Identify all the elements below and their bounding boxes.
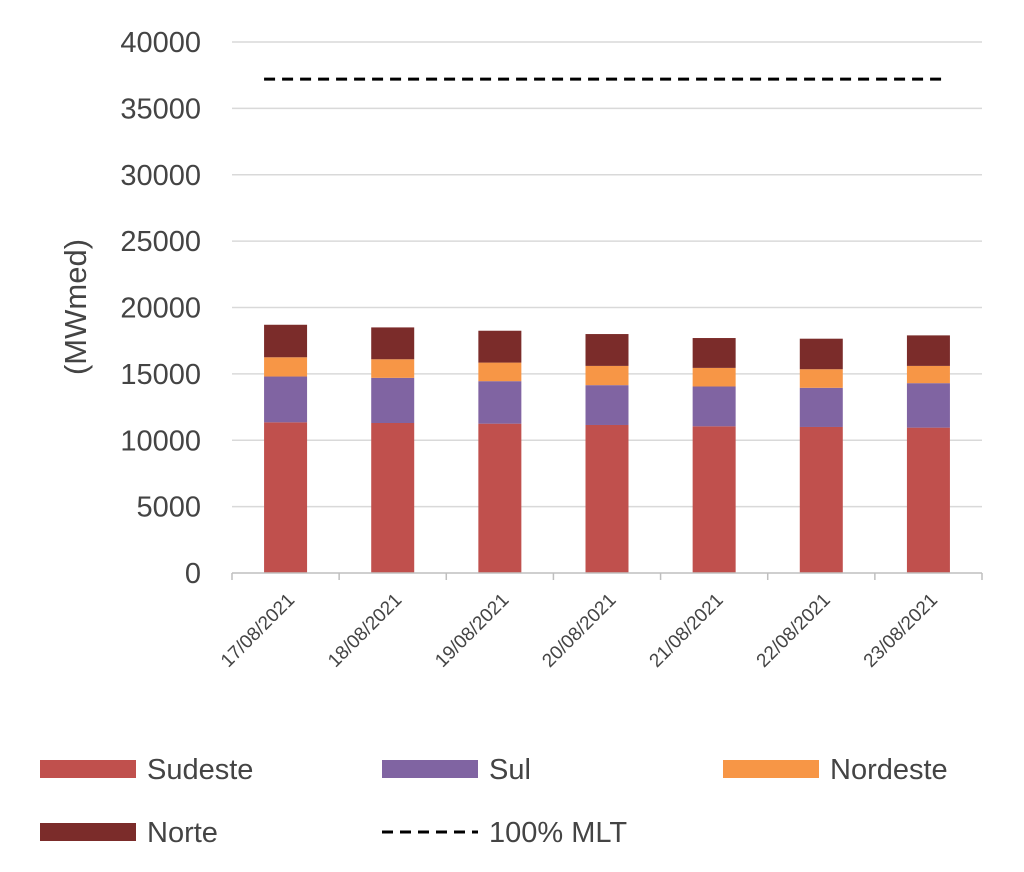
x-axis (231, 572, 983, 580)
bar-nordeste-6 (799, 369, 843, 388)
legend-item-100-mlt: 100% MLT (382, 817, 627, 849)
bar-sudeste-1 (264, 422, 308, 573)
bar-norte-7 (906, 335, 950, 366)
x-axis-ticks: 17/08/2021 18/08/2021 19/08/2021 20/08/2021… (217, 590, 942, 672)
bar-norte-6 (799, 338, 843, 370)
legend-swatch (40, 823, 136, 841)
y-tick-label: 35000 (120, 93, 201, 125)
x-tick-label: 19/08/2021 (431, 590, 513, 672)
x-tick-label: 21/08/2021 (646, 590, 728, 672)
bar-sul-6 (799, 387, 843, 427)
bar-sul-2 (371, 377, 415, 423)
y-axis-ticks: 0 5000 10000 15000 20000 25000 30000 35000 40000 (120, 27, 201, 590)
bar-sudeste-7 (906, 427, 950, 573)
legend-label: 100% MLT (489, 817, 627, 849)
legend-item-sul: Sul (382, 754, 531, 786)
y-tick-label: 5000 (136, 492, 201, 524)
bar-sul-5 (692, 386, 736, 427)
legend-label: Norte (147, 817, 218, 849)
bar-sudeste-3 (478, 423, 522, 573)
legend: Sudeste Sul Nordeste Norte 100% MLT (40, 754, 948, 849)
y-tick-label: 10000 (120, 425, 201, 457)
legend-swatch (382, 760, 478, 778)
bar-norte-4 (585, 334, 629, 366)
bar-nordeste-4 (585, 365, 629, 386)
bars (264, 324, 950, 573)
legend-item-nordeste: Nordeste (723, 754, 948, 786)
bar-sudeste-4 (585, 424, 629, 573)
legend-label: Sul (489, 754, 531, 786)
bar-nordeste-2 (371, 359, 415, 378)
y-tick-label: 15000 (120, 359, 201, 391)
bar-nordeste-1 (264, 357, 308, 377)
legend-swatch (40, 760, 136, 778)
bar-nordeste-3 (478, 362, 522, 382)
legend-label: Sudeste (147, 754, 253, 786)
bar-sudeste-5 (692, 426, 736, 573)
bar-norte-1 (264, 324, 308, 358)
bar-norte-3 (478, 330, 522, 363)
x-tick-label: 23/08/2021 (860, 590, 942, 672)
y-tick-label: 25000 (120, 226, 201, 258)
bar-sudeste-6 (799, 426, 843, 573)
legend-swatch (723, 760, 819, 778)
y-tick-label: 20000 (120, 293, 201, 325)
x-tick-label: 17/08/2021 (217, 590, 299, 672)
legend-item-norte: Norte (40, 817, 218, 849)
legend-item-sudeste: Sudeste (40, 754, 253, 786)
bar-norte-2 (371, 327, 415, 360)
y-tick-label: 30000 (120, 160, 201, 192)
legend-label: Nordeste (830, 754, 948, 786)
x-tick-label: 20/08/2021 (538, 590, 620, 672)
y-tick-label: 0 (185, 558, 201, 590)
bar-sudeste-2 (371, 422, 415, 573)
bar-sul-3 (478, 381, 522, 424)
y-axis-label: (MWmed) (58, 239, 93, 375)
x-tick-label: 22/08/2021 (753, 590, 835, 672)
bar-norte-5 (692, 338, 736, 368)
bar-nordeste-5 (692, 367, 736, 387)
x-tick-label: 18/08/2021 (324, 590, 406, 672)
bar-sul-1 (264, 376, 308, 423)
bar-sul-4 (585, 385, 629, 425)
bar-nordeste-7 (906, 365, 950, 384)
bar-sul-7 (906, 383, 950, 428)
y-tick-label: 40000 (120, 27, 201, 59)
